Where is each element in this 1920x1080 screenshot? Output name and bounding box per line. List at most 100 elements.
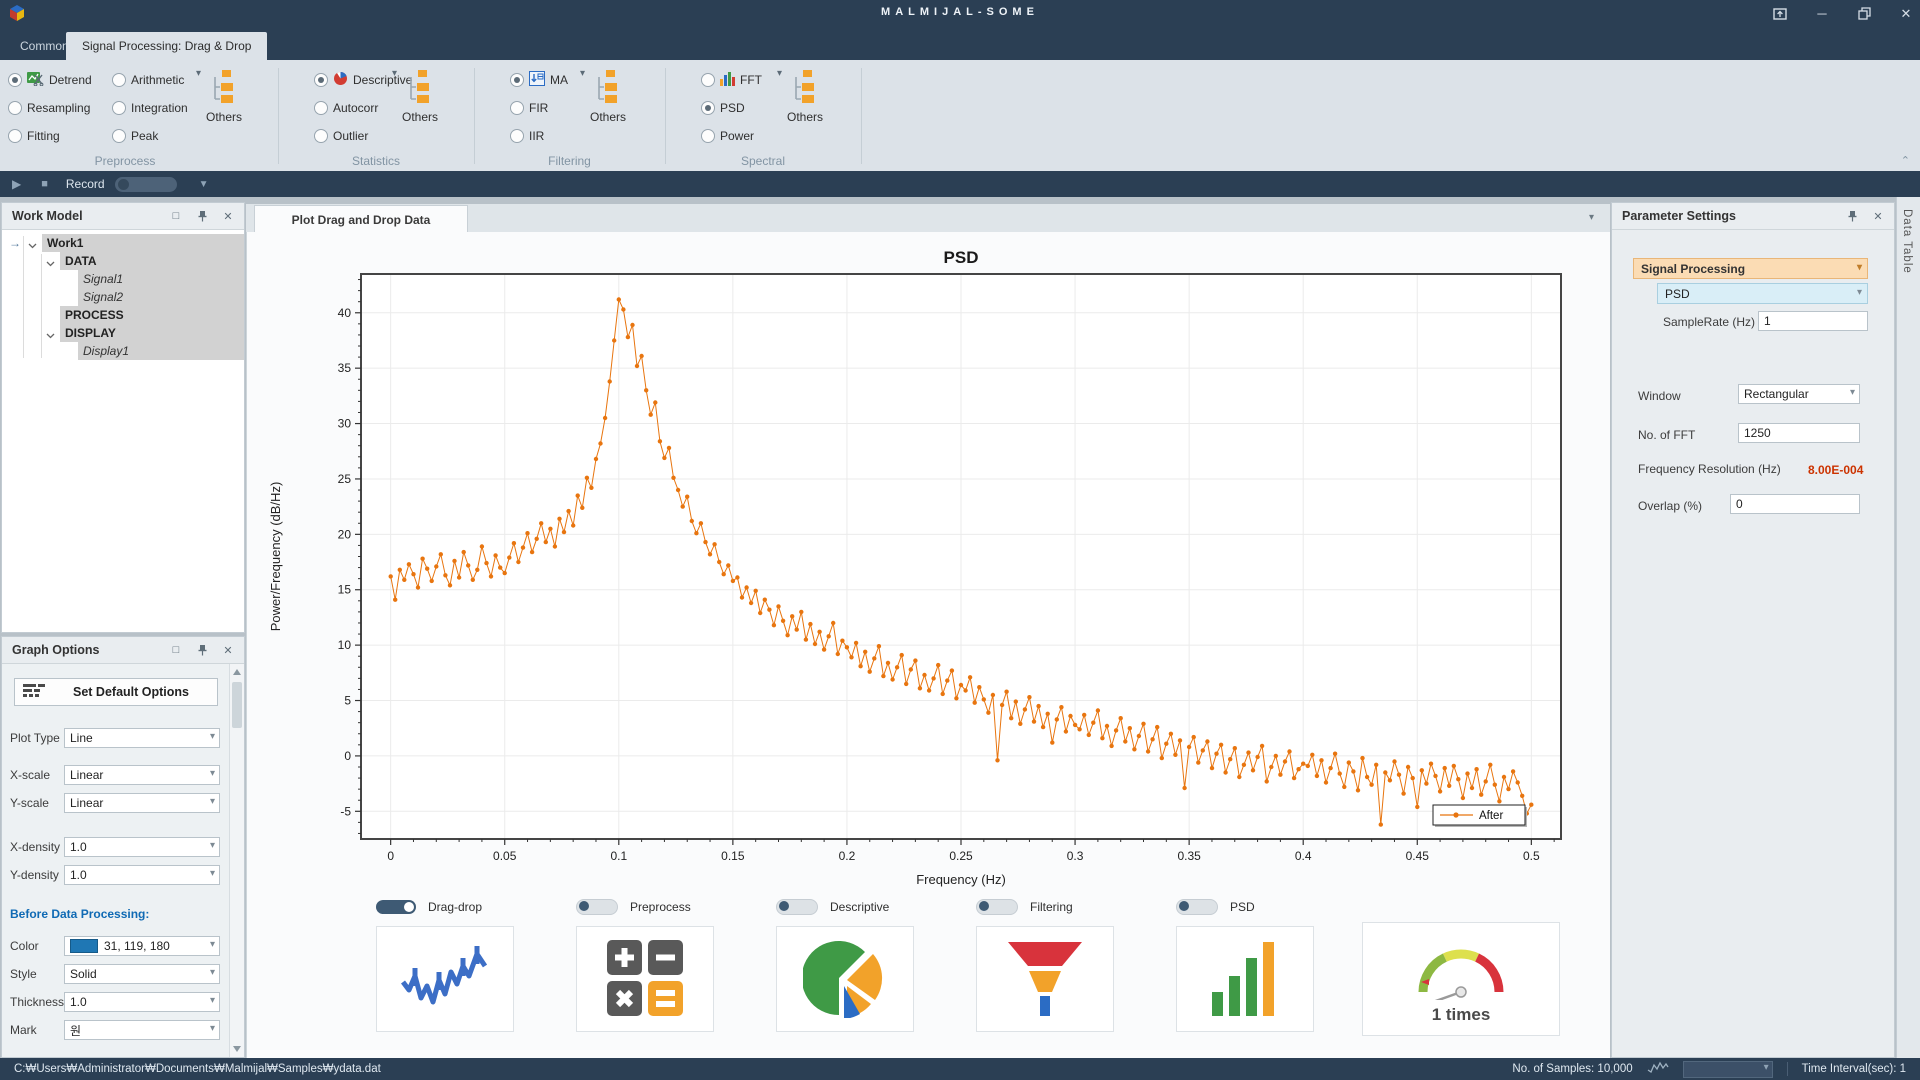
- method-select[interactable]: PSD ▾: [1657, 283, 1868, 304]
- chevron-down-icon[interactable]: ▼: [198, 178, 209, 190]
- preprocess-switch[interactable]: [576, 899, 618, 915]
- pin-icon[interactable]: [1842, 208, 1862, 224]
- chevron-down-icon[interactable]: ▾: [1588, 212, 1594, 223]
- parameter-settings-panel: Parameter Settings ✕ Signal Processing ▾…: [1612, 203, 1894, 1057]
- maximize-icon[interactable]: □: [172, 644, 180, 656]
- record-toggle[interactable]: [114, 176, 177, 192]
- plot-type-select[interactable]: Line ▾: [64, 728, 220, 748]
- drag-drop-switch[interactable]: [376, 900, 416, 914]
- card-run-count[interactable]: 1 times: [1362, 922, 1560, 1036]
- card-descriptive[interactable]: [776, 926, 914, 1032]
- pin-icon[interactable]: [192, 208, 212, 224]
- chevron-down-icon: ▾: [209, 796, 215, 807]
- filtering-switch[interactable]: [976, 899, 1018, 915]
- radio-autocorr[interactable]: Autocorr: [314, 100, 378, 116]
- toggle-filtering[interactable]: Filtering: [976, 899, 1073, 915]
- psd-switch[interactable]: [1176, 899, 1218, 915]
- ribbon-collapse-icon[interactable]: ⌃: [1900, 155, 1910, 167]
- svg-text:0.3: 0.3: [1067, 849, 1084, 863]
- toggle-descriptive[interactable]: Descriptive: [776, 899, 889, 915]
- set-default-options-button[interactable]: Set Default Options: [14, 678, 218, 706]
- scrollbar[interactable]: [229, 664, 244, 1057]
- radio-ma[interactable]: MA: [510, 71, 568, 88]
- graph-options-panel: Graph Options □ ✕ Set Default Options Pl…: [2, 637, 244, 1057]
- pin-icon[interactable]: [192, 642, 212, 658]
- radio-integration[interactable]: Integration: [112, 100, 188, 116]
- expander-icon[interactable]: [46, 329, 55, 339]
- y-scale-select[interactable]: Linear ▾: [64, 793, 220, 813]
- chevron-down-icon: ▾: [1856, 287, 1862, 298]
- calculator-icon: [605, 938, 685, 1021]
- radio-iir[interactable]: IIR: [510, 128, 544, 144]
- tab-common[interactable]: Common: [20, 39, 69, 53]
- tree-row-display1[interactable]: Display1: [2, 342, 244, 360]
- scroll-down-icon[interactable]: [233, 1046, 241, 1052]
- minimize-button[interactable]: ─: [1817, 6, 1827, 21]
- descriptive-switch[interactable]: [776, 899, 818, 915]
- tree-row-signal1[interactable]: Signal1: [2, 270, 244, 288]
- expander-icon[interactable]: [28, 239, 37, 249]
- close-icon[interactable]: ✕: [223, 644, 233, 657]
- radio-fft[interactable]: FFT: [701, 71, 762, 88]
- overlap-input[interactable]: 0: [1730, 494, 1860, 514]
- style-select[interactable]: Solid ▾: [64, 964, 220, 984]
- radio-resampling[interactable]: Resampling: [8, 100, 90, 116]
- tree-row-process[interactable]: PROCESS: [2, 306, 244, 324]
- card-drag-drop[interactable]: [376, 926, 514, 1032]
- ribbon-group-filtering: MA FIR IIR ▾ Others Filtering: [502, 60, 637, 171]
- radio-detrend[interactable]: Detrend: [8, 72, 92, 88]
- tree-row-work1[interactable]: → Work1: [2, 234, 244, 252]
- toggle-drag-drop[interactable]: Drag-drop: [376, 899, 482, 915]
- ribbon-divider: [474, 68, 475, 164]
- detrend-radio[interactable]: [8, 73, 22, 87]
- radio-power[interactable]: Power: [701, 128, 754, 144]
- ribbon-group-statistics: Descriptive Autocorr Outlier ▾ Others St…: [306, 60, 446, 171]
- popout-button[interactable]: [1772, 6, 1788, 22]
- radio-descriptive[interactable]: Descriptive: [314, 71, 412, 88]
- color-select[interactable]: 31, 119, 180 ▾: [64, 936, 220, 956]
- radio-fir[interactable]: FIR: [510, 100, 548, 116]
- chevron-down-icon: ▾: [209, 840, 215, 851]
- scroll-up-icon[interactable]: [233, 669, 241, 675]
- nfft-label: No. of FFT: [1638, 428, 1696, 442]
- chevron-down-icon: ▾: [777, 68, 783, 79]
- tree-row-data[interactable]: DATA: [2, 252, 244, 270]
- field-x-scale: X-scale Linear ▾: [2, 765, 230, 785]
- tree-row-signal2[interactable]: Signal2: [2, 288, 244, 306]
- toggle-preprocess[interactable]: Preprocess: [576, 899, 691, 915]
- tab-signal-processing[interactable]: Signal Processing: Drag & Drop: [66, 32, 268, 60]
- category-select[interactable]: Signal Processing ▾: [1633, 258, 1868, 279]
- window-select[interactable]: Rectangular ▾: [1738, 384, 1860, 404]
- stop-icon[interactable]: ■: [41, 178, 48, 190]
- x-density-select[interactable]: 1.0 ▾: [64, 837, 220, 857]
- y-density-select[interactable]: 1.0 ▾: [64, 865, 220, 885]
- toggle-psd[interactable]: PSD: [1176, 899, 1255, 915]
- radio-psd[interactable]: PSD: [701, 100, 745, 116]
- play-icon[interactable]: ▶: [12, 177, 22, 191]
- x-scale-select[interactable]: Linear ▾: [64, 765, 220, 785]
- radio-fitting[interactable]: Fitting: [8, 128, 60, 144]
- close-icon[interactable]: ✕: [223, 210, 233, 223]
- maximize-icon[interactable]: □: [172, 210, 180, 222]
- current-item-arrow-icon: →: [9, 236, 21, 250]
- radio-peak[interactable]: Peak: [112, 128, 158, 144]
- tree-row-display[interactable]: DISPLAY: [2, 324, 244, 342]
- card-preprocess[interactable]: [576, 926, 714, 1032]
- mark-select[interactable]: 원 ▾: [64, 1020, 220, 1040]
- close-icon[interactable]: ✕: [1873, 210, 1883, 223]
- restore-button[interactable]: [1856, 6, 1872, 22]
- tab-plot-drag-and-drop-data[interactable]: Plot Drag and Drop Data: [254, 205, 468, 233]
- close-button[interactable]: ✕: [1900, 5, 1912, 21]
- sample-rate-input[interactable]: 1: [1758, 311, 1868, 331]
- expander-icon[interactable]: [46, 257, 55, 267]
- radio-outlier[interactable]: Outlier: [314, 128, 368, 144]
- tab-data-table[interactable]: Data Table: [1901, 209, 1913, 274]
- thickness-select[interactable]: 1.0 ▾: [64, 992, 220, 1012]
- nfft-input[interactable]: 1250: [1738, 423, 1860, 443]
- chevron-down-icon: ▾: [1849, 387, 1855, 398]
- scroll-thumb[interactable]: [232, 682, 242, 728]
- card-filtering[interactable]: [976, 926, 1114, 1032]
- card-psd[interactable]: [1176, 926, 1314, 1032]
- radio-arithmetic[interactable]: Arithmetic: [112, 72, 184, 88]
- status-dropdown[interactable]: ▾: [1682, 1060, 1773, 1078]
